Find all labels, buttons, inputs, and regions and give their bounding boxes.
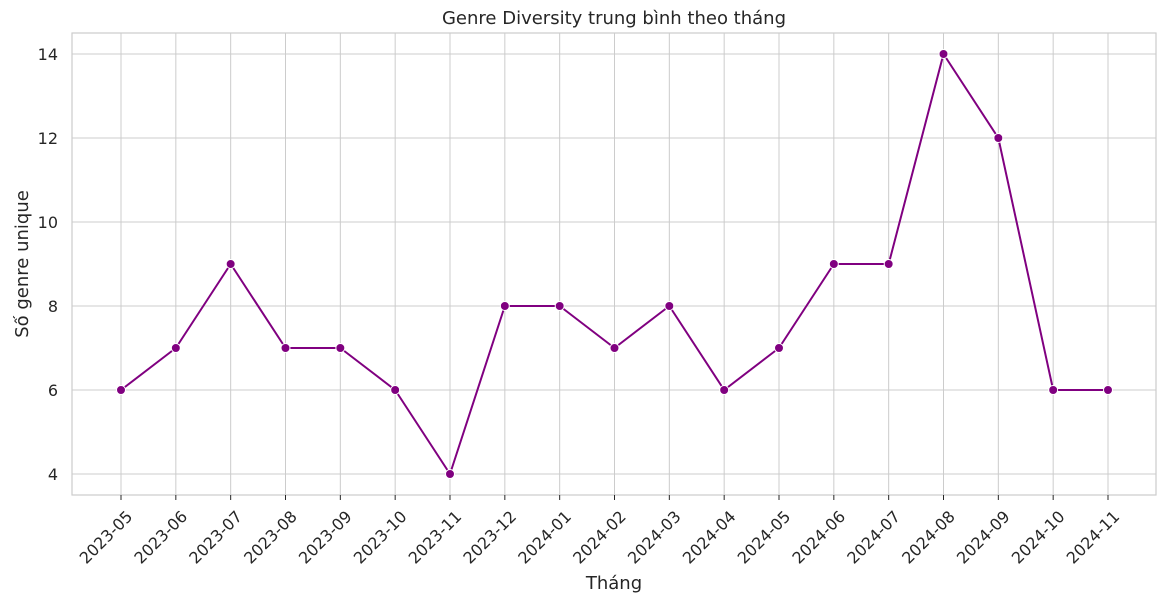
- x-tick-label: 2023-11: [405, 507, 466, 568]
- x-tick-label: 2023-09: [295, 507, 356, 568]
- data-point: [499, 301, 510, 311]
- x-tick-label: 2024-10: [1008, 507, 1069, 568]
- x-tick-label: 2024-04: [679, 507, 740, 568]
- y-tick-label: 6: [48, 381, 58, 400]
- x-tick-label: 2024-11: [1063, 507, 1124, 568]
- y-axis-label: Số genre unique: [12, 190, 33, 338]
- x-axis-label: Tháng: [585, 573, 642, 594]
- data-point: [609, 343, 620, 353]
- data-point: [280, 343, 291, 353]
- x-axis-ticks: 2023-052023-062023-072023-082023-092023-…: [76, 495, 1124, 568]
- data-point: [1048, 385, 1059, 395]
- data-point: [1103, 385, 1113, 395]
- data-point: [774, 343, 784, 353]
- data-point: [390, 385, 401, 395]
- x-tick-label: 2023-05: [76, 507, 137, 568]
- data-point: [554, 301, 565, 311]
- grid-lines: [72, 33, 1156, 495]
- data-point: [883, 259, 894, 269]
- series-genre-diversity: [116, 49, 1113, 479]
- x-tick-label: 2024-08: [898, 507, 959, 568]
- data-point: [938, 49, 949, 59]
- x-tick-label: 2023-10: [350, 507, 411, 568]
- x-tick-label: 2023-06: [130, 507, 191, 568]
- x-tick-label: 2024-03: [624, 507, 685, 568]
- data-point: [335, 343, 346, 353]
- data-point: [828, 259, 839, 269]
- data-point: [993, 133, 1004, 143]
- x-tick-label: 2024-06: [788, 507, 849, 568]
- data-point: [445, 469, 455, 479]
- data-point: [719, 385, 730, 395]
- x-tick-label: 2024-07: [843, 507, 904, 568]
- y-tick-label: 4: [48, 465, 58, 484]
- x-tick-label: 2023-07: [185, 507, 246, 568]
- y-tick-label: 8: [48, 297, 58, 316]
- x-tick-label: 2024-09: [953, 507, 1014, 568]
- data-point: [170, 343, 181, 353]
- x-tick-label: 2024-01: [514, 507, 575, 568]
- data-point: [664, 301, 675, 311]
- x-tick-label: 2023-12: [459, 507, 520, 568]
- x-tick-label: 2023-08: [240, 507, 301, 568]
- x-tick-label: 2024-02: [569, 507, 630, 568]
- y-tick-label: 12: [38, 129, 58, 148]
- chart-title: Genre Diversity trung bình theo tháng: [442, 8, 786, 29]
- y-tick-label: 10: [38, 213, 58, 232]
- data-point: [116, 385, 126, 395]
- y-tick-label: 14: [38, 45, 58, 64]
- x-tick-label: 2024-05: [734, 507, 795, 568]
- y-axis-ticks: 4 6 8 10 12 14: [38, 45, 58, 484]
- data-point: [225, 259, 236, 269]
